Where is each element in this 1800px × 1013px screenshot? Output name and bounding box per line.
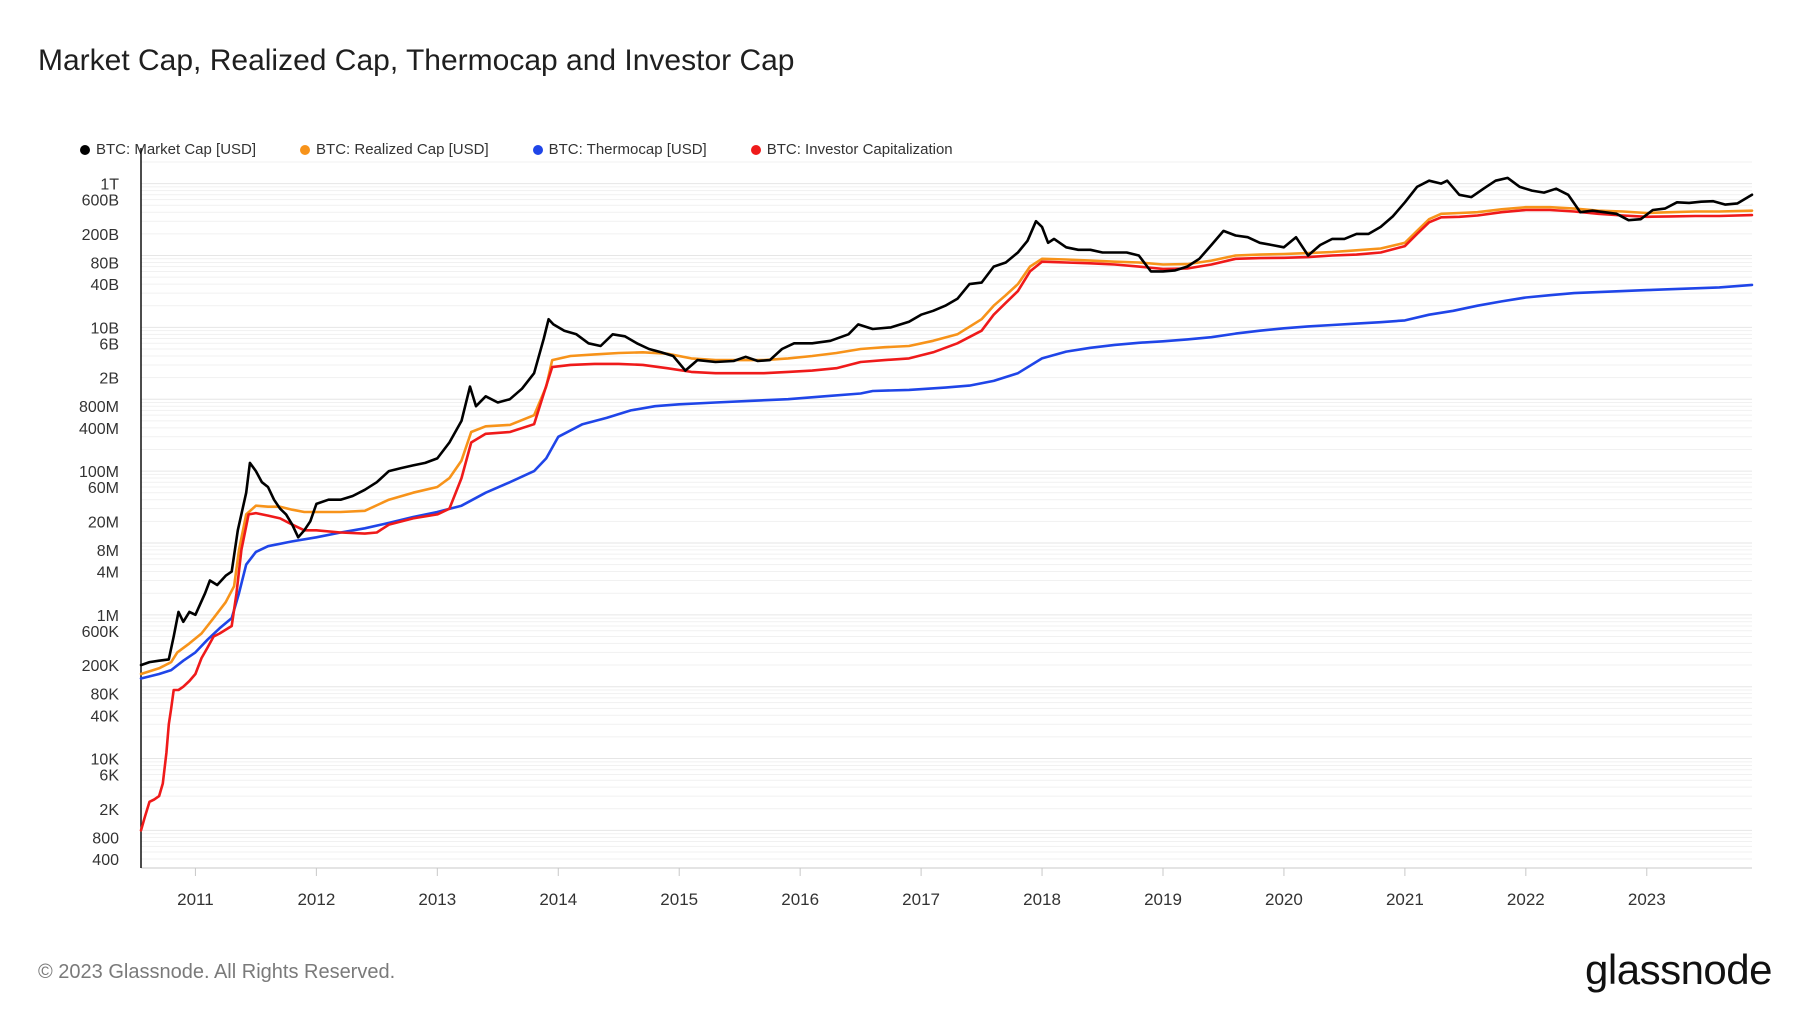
y-tick-label: 1T <box>100 177 119 194</box>
x-tick-label: 2012 <box>297 890 335 909</box>
x-tick-label: 2019 <box>1144 890 1182 909</box>
legend-item-realized-cap[interactable]: BTC: Realized Cap [USD] <box>300 141 489 158</box>
chart-title: Market Cap, Realized Cap, Thermocap and … <box>38 44 795 77</box>
y-tick-label: 100M <box>79 464 119 481</box>
x-tick-label: 2014 <box>539 890 577 909</box>
y-tick-label: 10B <box>91 320 119 337</box>
y-tick-label: 200B <box>82 227 119 244</box>
y-tick-label: 400 <box>92 852 119 869</box>
legend-item-thermocap[interactable]: BTC: Thermocap [USD] <box>532 141 707 158</box>
x-tick-label: 2015 <box>660 890 698 909</box>
x-tick-label: 2020 <box>1265 890 1303 909</box>
y-tick-label: 60M <box>88 480 119 497</box>
y-tick-label: 2K <box>99 802 119 819</box>
x-tick-label: 2023 <box>1628 890 1666 909</box>
y-tick-label: 6B <box>99 336 119 353</box>
legend-dot-icon <box>80 144 90 155</box>
series-line-thermocap <box>139 283 1754 680</box>
legend-dot-icon <box>750 144 761 155</box>
y-tick-label: 20M <box>88 514 119 531</box>
y-tick-label: 2B <box>99 371 119 388</box>
y-tick-label: 200K <box>82 658 120 675</box>
legend-dot-icon <box>300 144 311 155</box>
series-line-realized-cap <box>139 205 1754 676</box>
y-tick-label: 1M <box>97 608 119 625</box>
brand-logo: glassnode <box>1585 946 1772 993</box>
legend-label: BTC: Investor Capitalization <box>766 141 953 158</box>
legend-item-market-cap[interactable]: BTC: Market Cap [USD] <box>80 141 256 158</box>
copyright-text: © 2023 Glassnode. All Rights Reserved. <box>38 961 396 983</box>
y-tick-label: 40K <box>91 708 120 725</box>
chart-legend: BTC: Market Cap [USD] BTC: Realized Cap … <box>80 141 953 158</box>
x-tick-label: 2022 <box>1507 890 1545 909</box>
x-tick-label: 2013 <box>418 890 456 909</box>
y-tick-label: 400M <box>79 421 119 438</box>
series-line-investor-cap <box>139 208 1754 832</box>
y-tick-label: 8M <box>97 543 119 560</box>
series-line-market-cap <box>139 176 1754 667</box>
x-tick-label: 2021 <box>1386 890 1424 909</box>
x-tick-label: 2016 <box>781 890 819 909</box>
x-tick-label: 2011 <box>177 890 214 909</box>
y-tick-label: 600B <box>82 193 119 210</box>
legend-label: BTC: Market Cap [USD] <box>96 141 257 158</box>
legend-item-investor-cap[interactable]: BTC: Investor Capitalization <box>750 141 953 158</box>
x-tick-label: 2017 <box>902 890 940 909</box>
y-tick-label: 6K <box>99 768 119 785</box>
y-tick-label: 800M <box>79 399 119 416</box>
y-tick-label: 80K <box>91 687 120 704</box>
legend-label: BTC: Realized Cap [USD] <box>316 141 489 158</box>
legend-label: BTC: Thermocap [USD] <box>548 141 707 158</box>
x-tick-label: 2018 <box>1023 890 1061 909</box>
y-tick-label: 80B <box>91 255 119 272</box>
y-tick-label: 800 <box>92 830 119 847</box>
y-tick-label: 4M <box>97 565 119 582</box>
y-tick-label: 600K <box>82 624 120 641</box>
y-tick-label: 10K <box>91 752 120 769</box>
legend-dot-icon <box>532 144 543 155</box>
y-tick-label: 40B <box>91 277 119 294</box>
